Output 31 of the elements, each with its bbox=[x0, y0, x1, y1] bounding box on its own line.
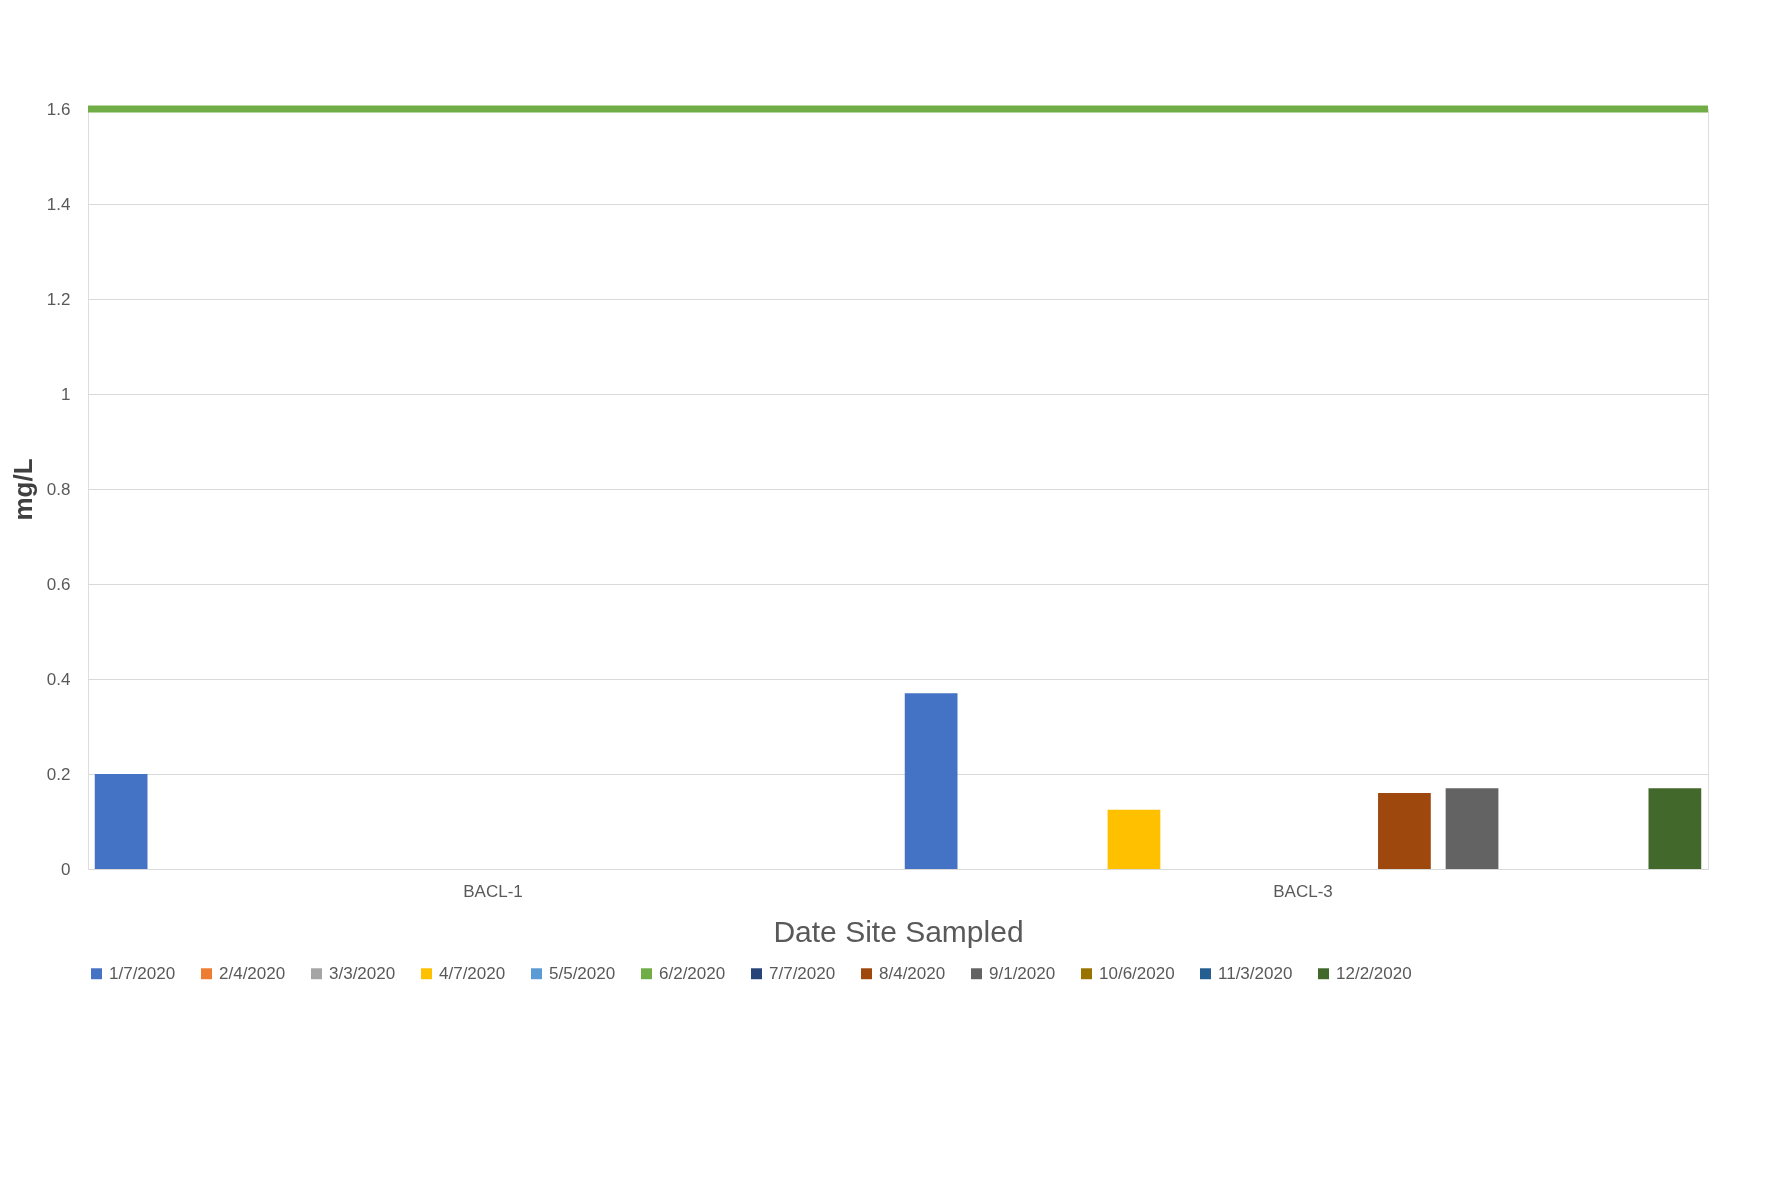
y-tick-label: 1.6 bbox=[46, 99, 71, 119]
x-tick-label: BACL-3 bbox=[1273, 881, 1333, 901]
bar bbox=[1445, 788, 1499, 869]
y-tick-label: 0.4 bbox=[46, 669, 71, 689]
y-tick-label: 1.2 bbox=[46, 289, 71, 309]
x-tick-label: BACL-1 bbox=[463, 881, 523, 901]
bar bbox=[1107, 809, 1161, 869]
y-tick-label: 1.4 bbox=[46, 194, 71, 214]
bar bbox=[94, 774, 148, 869]
legend-label: 7/7/2020 bbox=[769, 963, 836, 983]
bar bbox=[1648, 788, 1702, 869]
x-axis-title: Date Site Sampled bbox=[773, 914, 1024, 948]
legend-label: 4/7/2020 bbox=[439, 963, 506, 983]
legend-label: 2/4/2020 bbox=[219, 963, 286, 983]
legend-label: 9/1/2020 bbox=[989, 963, 1056, 983]
legend-label: 12/2/2020 bbox=[1336, 963, 1412, 983]
legend-label: 11/3/2020 bbox=[1218, 963, 1293, 983]
legend-label: 8/4/2020 bbox=[879, 963, 946, 983]
legend-label: 5/5/2020 bbox=[549, 963, 616, 983]
y-tick-label: 0 bbox=[61, 859, 71, 879]
y-tick-label: 0.2 bbox=[46, 764, 71, 784]
y-tick-label: 1 bbox=[61, 384, 71, 404]
bar bbox=[904, 693, 958, 869]
y-axis-title: mg/L bbox=[7, 458, 38, 521]
legend-label: 10/6/2020 bbox=[1099, 963, 1175, 983]
legend-label: 1/7/2020 bbox=[109, 963, 176, 983]
bar bbox=[1378, 793, 1431, 869]
legend-label: 3/3/2020 bbox=[329, 963, 396, 983]
y-tick-label: 0.6 bbox=[46, 574, 71, 594]
y-tick-label: 0.8 bbox=[46, 479, 71, 499]
legend-label: 6/2/2020 bbox=[659, 963, 726, 983]
